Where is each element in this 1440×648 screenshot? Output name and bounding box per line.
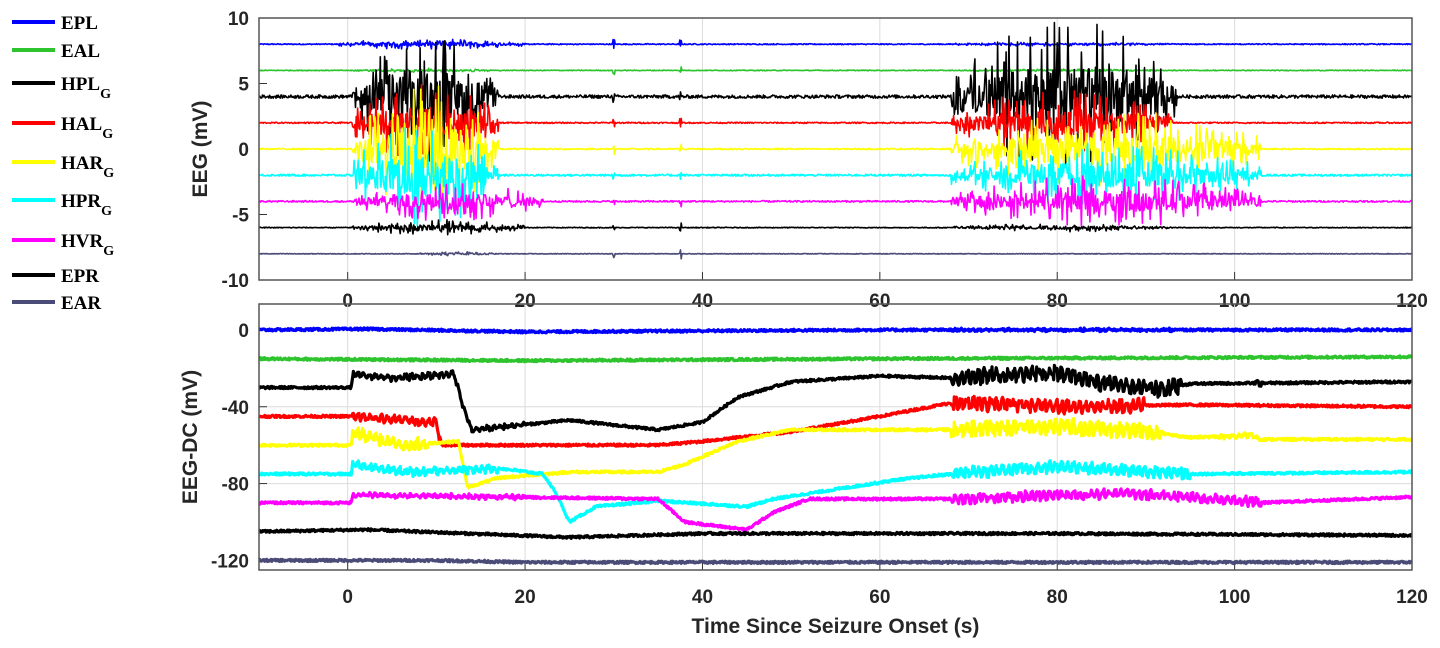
y-tick-label: 5 xyxy=(238,75,249,96)
legend-label-main: EPL xyxy=(61,13,98,34)
legend-item-har: HARG xyxy=(12,153,114,181)
trace-hpl-g xyxy=(259,363,1412,434)
trace-har-g xyxy=(259,416,1412,490)
legend-label: HALG xyxy=(61,114,113,142)
legend-label-main: HPR xyxy=(61,191,101,212)
legend-label-main: HVR xyxy=(61,231,104,252)
legend-item-epl: EPL xyxy=(12,13,98,34)
trace-hpr-g xyxy=(259,459,1412,524)
trace-eal xyxy=(259,66,1412,76)
y-tick-label: 10 xyxy=(228,9,249,30)
trace-hal-g xyxy=(259,394,1412,448)
x-tick-label: 20 xyxy=(515,291,536,312)
x-tick-label: 60 xyxy=(869,587,890,608)
y-tick-label: -80 xyxy=(222,475,249,496)
legend-item-eal: EAL xyxy=(12,41,100,62)
legend-item-epr: EPR xyxy=(12,266,99,287)
y-tick-label: -5 xyxy=(232,206,249,227)
trace-hvr-g xyxy=(259,175,1412,227)
y-tick-label: -40 xyxy=(222,398,249,419)
x-tick-label: 40 xyxy=(692,587,713,608)
axes-frame xyxy=(258,303,1413,571)
legend-label-subscript: G xyxy=(103,166,114,181)
legend-label: HPLG xyxy=(61,74,111,102)
legend-item-ear: EAR xyxy=(12,293,101,314)
x-tick-label: 40 xyxy=(692,291,713,312)
trace-eal xyxy=(259,354,1412,364)
y-tick-label: 0 xyxy=(238,140,249,161)
legend-item-hpr: HPRG xyxy=(12,191,112,219)
trace-hpr-g xyxy=(259,126,1412,227)
legend-label-subscript: G xyxy=(100,87,111,102)
x-tick-label: 100 xyxy=(1219,291,1251,312)
x-tick-label: 0 xyxy=(342,291,353,312)
trace-epr xyxy=(259,219,1412,236)
legend-label: HVRG xyxy=(61,231,114,259)
y-tick-label: -10 xyxy=(222,271,249,292)
series-group xyxy=(259,326,1412,566)
trace-ear xyxy=(259,249,1412,260)
trace-epl xyxy=(259,38,1412,50)
y-axis-label: EEG-DC (mV) xyxy=(179,370,202,504)
trace-ear xyxy=(259,557,1412,566)
y-tick-label: -120 xyxy=(211,551,249,572)
legend-label-main: HPL xyxy=(61,74,100,95)
eeg-dc-axes: 0 20 40 60 80 100 120 0 -40 -80 -120 EEG-DC (mV) Tim… xyxy=(179,303,1428,638)
legend-label: HARG xyxy=(61,153,114,181)
series-group xyxy=(259,21,1412,260)
x-tick-label: 100 xyxy=(1219,587,1251,608)
trace-hvr-g xyxy=(259,487,1412,532)
legend-label-subscript: G xyxy=(103,244,114,259)
y-tick-label: 0 xyxy=(238,321,249,342)
legend-label: HPRG xyxy=(61,191,112,219)
x-tick-label: 0 xyxy=(342,587,353,608)
trace-epl xyxy=(259,326,1412,335)
legend-label-main: HAL xyxy=(61,114,102,135)
eeg-axes: 0 20 40 60 80 100 120 10 5 0 -5 -10 EEG (mV) xyxy=(189,9,1428,312)
x-tick-label: 80 xyxy=(1047,291,1068,312)
legend-label: EPL xyxy=(61,13,98,34)
legend-label: EAL xyxy=(61,41,100,62)
legend-item-hpl: HPLG xyxy=(12,74,111,102)
trace-hpl-g xyxy=(259,21,1412,166)
legend-label: EAR xyxy=(61,293,101,314)
trace-epr xyxy=(259,527,1412,540)
axes-frame xyxy=(258,17,1413,281)
y-axis-label: EEG (mV) xyxy=(189,101,212,198)
legend-label-main: EPR xyxy=(61,266,99,287)
legend-item-hvr: HVRG xyxy=(12,231,114,259)
legend-label-subscript: G xyxy=(102,127,113,142)
legend-label-main: HAR xyxy=(61,153,104,174)
legend-label-subscript: G xyxy=(101,204,112,219)
legend-label: EPR xyxy=(61,266,99,287)
x-tick-label: 120 xyxy=(1396,291,1428,312)
x-tick-label: 80 xyxy=(1047,587,1068,608)
x-tick-label: 120 xyxy=(1396,587,1428,608)
x-axis-label: Time Since Seizure Onset (s) xyxy=(692,615,980,638)
trace-har-g xyxy=(259,85,1412,207)
legend-item-hal: HALG xyxy=(12,114,113,142)
x-tick-label: 60 xyxy=(869,291,890,312)
legend-label-main: EAL xyxy=(61,41,100,62)
x-tick-label: 20 xyxy=(515,587,536,608)
legend-label-main: EAR xyxy=(61,293,101,314)
